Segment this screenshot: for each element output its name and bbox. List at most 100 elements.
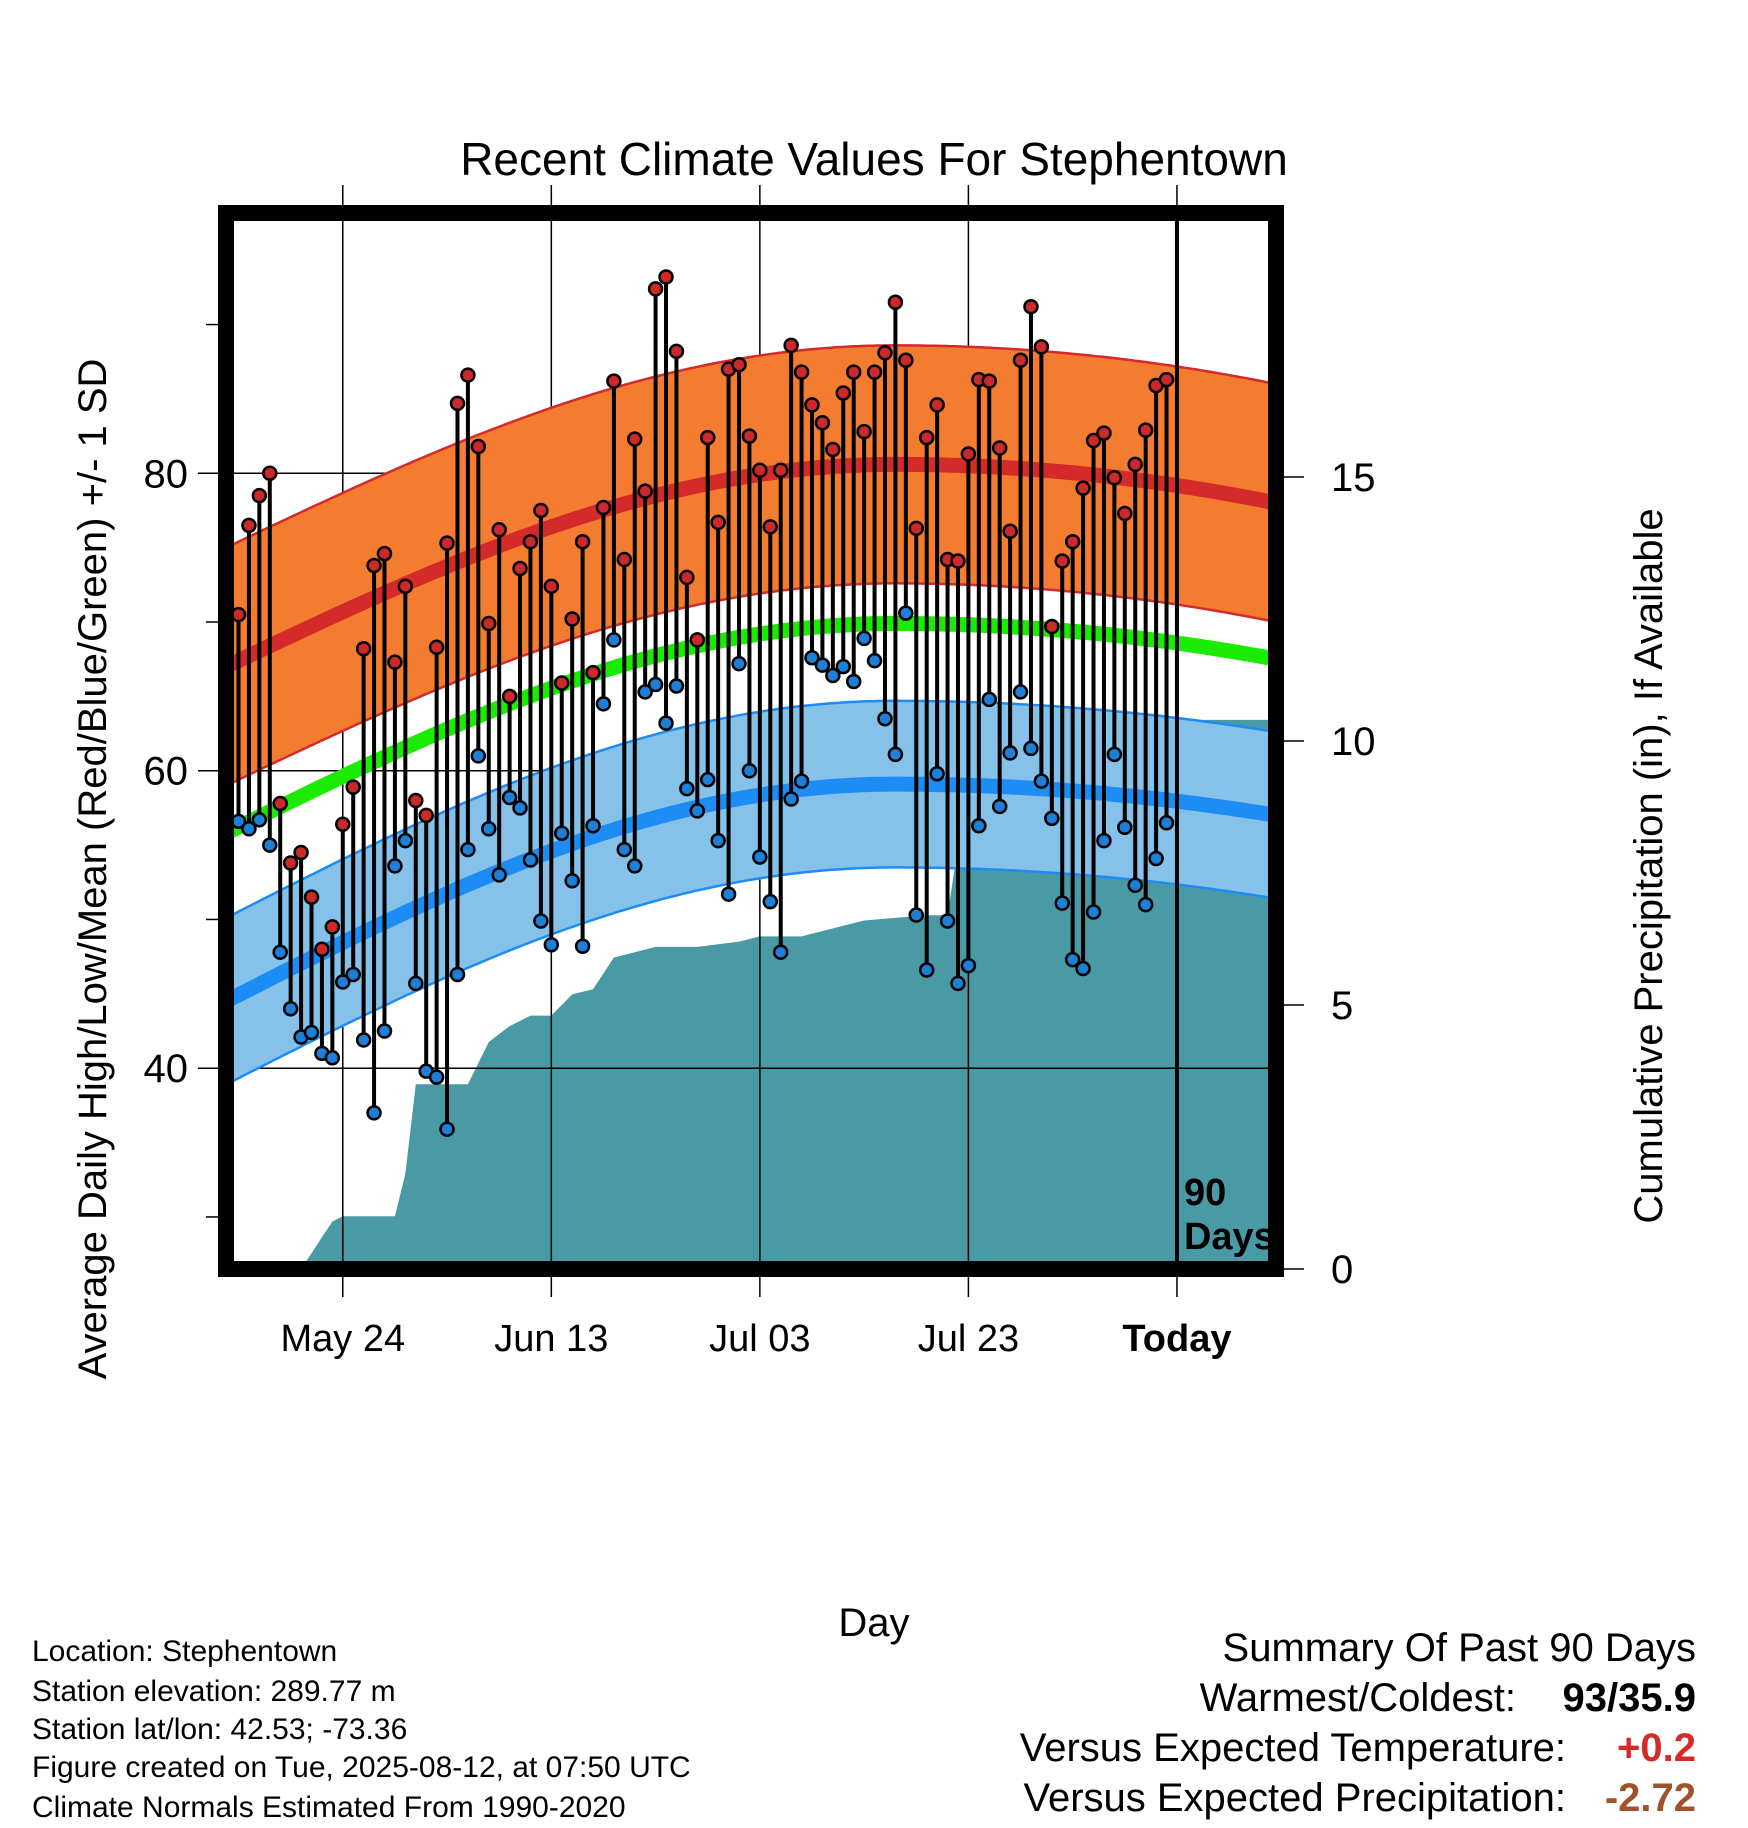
daily-high-point (710, 514, 726, 531)
summary-warmest: Warmest/Coldest: 93/35.9 (1200, 1678, 1696, 1718)
daily-low-point (971, 818, 987, 834)
daily-high-point (1085, 432, 1102, 449)
daily-high-point (626, 431, 643, 447)
daily-low-point (1033, 773, 1050, 789)
daily-high-point (741, 428, 758, 444)
daily-high-point (282, 855, 299, 871)
daily-high-point (1158, 371, 1175, 388)
daily-low-point (324, 1050, 341, 1066)
summary-warmest-label: Warmest/Coldest: (1199, 1676, 1516, 1720)
daily-low-point (783, 791, 799, 807)
daily-high-point (1002, 523, 1018, 540)
daily-low-point (501, 789, 518, 806)
daily-low-point (1096, 832, 1112, 849)
daily-low-point (355, 1032, 372, 1048)
daily-high-point (481, 615, 497, 632)
daily-high-point (783, 337, 799, 354)
daily-low-point (533, 913, 549, 929)
daily-low-point (658, 715, 674, 731)
daily-low-point (1064, 951, 1081, 968)
plot-content (226, 213, 1276, 1269)
daily-low-point (1158, 815, 1175, 831)
y-axis-label: Average Daily High/Low/Mean (Red/Blue/Gr… (71, 359, 115, 1380)
daily-high-point (668, 343, 685, 360)
daily-low-point (699, 771, 716, 788)
x-tick-label: May 24 (280, 1318, 405, 1360)
daily-high-point (1127, 456, 1143, 473)
y2-axis-label: Cumulative Precipitation (in), If Availa… (1627, 508, 1671, 1223)
daily-high-point (616, 551, 633, 568)
y-tick-label: 80 (144, 452, 189, 496)
daily-low-point (772, 944, 789, 960)
daily-high-point (408, 792, 424, 809)
plot-frame (218, 205, 1284, 1277)
daily-low-point (856, 630, 872, 647)
daily-low-point (918, 962, 935, 978)
y2-tick-label: 0 (1331, 1248, 1353, 1292)
info-normals: Climate Normals Estimated From 1990-2020 (32, 1791, 626, 1824)
info-elevation: Station elevation: 289.77 m (32, 1675, 396, 1708)
daily-low-point (428, 1069, 445, 1085)
daily-high-point (397, 578, 414, 595)
daily-high-point (637, 483, 653, 499)
daily-high-point (679, 569, 695, 586)
daily-low-point (950, 975, 966, 992)
daily-high-point (585, 664, 601, 681)
daily-low-point (939, 913, 956, 929)
daily-low-point (491, 867, 507, 883)
daily-high-point (303, 889, 320, 905)
daily-high-point (387, 654, 403, 670)
daily-low-point (595, 696, 612, 712)
daily-high-point (908, 520, 925, 537)
daily-high-point (1137, 422, 1154, 438)
daily-high-point (898, 352, 914, 368)
summary-warmest-value: 93/35.9 (1562, 1676, 1696, 1720)
daily-low-point (626, 858, 643, 874)
daily-high-point (251, 487, 268, 504)
daily-high-point (918, 429, 935, 446)
today-label-days: Days (1184, 1216, 1275, 1258)
summary-precip-label: Versus Expected Precipitation: (1023, 1776, 1566, 1820)
daily-low-point (282, 1000, 299, 1017)
daily-low-point (616, 841, 633, 858)
daily-low-point (1002, 745, 1018, 761)
daily-high-point (1075, 480, 1091, 496)
daily-low-point (1137, 896, 1154, 913)
daily-low-point (553, 825, 570, 841)
daily-high-point (335, 816, 351, 833)
daily-low-point (960, 957, 977, 974)
daily-high-point (845, 364, 862, 380)
daily-low-point (668, 678, 685, 694)
daily-high-point (647, 281, 664, 297)
daily-low-point (241, 821, 257, 837)
daily-low-point (752, 849, 768, 865)
daily-low-point (366, 1105, 382, 1121)
daily-high-point (877, 345, 893, 361)
daily-high-point (960, 446, 977, 462)
daily-low-point (1023, 740, 1039, 757)
y2-tick-label: 5 (1331, 984, 1353, 1028)
daily-high-point (1117, 505, 1133, 522)
daily-high-point (856, 423, 872, 440)
normal-low-line (226, 776, 1276, 1008)
daily-high-point (658, 269, 674, 285)
daily-low-point (481, 821, 497, 837)
daily-low-point (574, 938, 591, 955)
daily-high-point (574, 533, 591, 550)
daily-high-point (1012, 352, 1029, 368)
daily-low-point (251, 812, 268, 828)
daily-high-point (991, 440, 1008, 456)
daily-high-point (355, 641, 372, 657)
daily-low-point (793, 773, 810, 789)
daily-high-point (1023, 298, 1039, 315)
daily-low-point (1012, 684, 1029, 700)
daily-low-point (460, 841, 476, 858)
daily-high-point (772, 462, 789, 479)
daily-high-point (366, 557, 382, 574)
daily-low-point (741, 762, 758, 779)
daily-low-point (731, 655, 747, 672)
daily-high-point (804, 397, 820, 413)
daily-low-point (439, 1121, 455, 1137)
daily-high-point (606, 373, 622, 389)
